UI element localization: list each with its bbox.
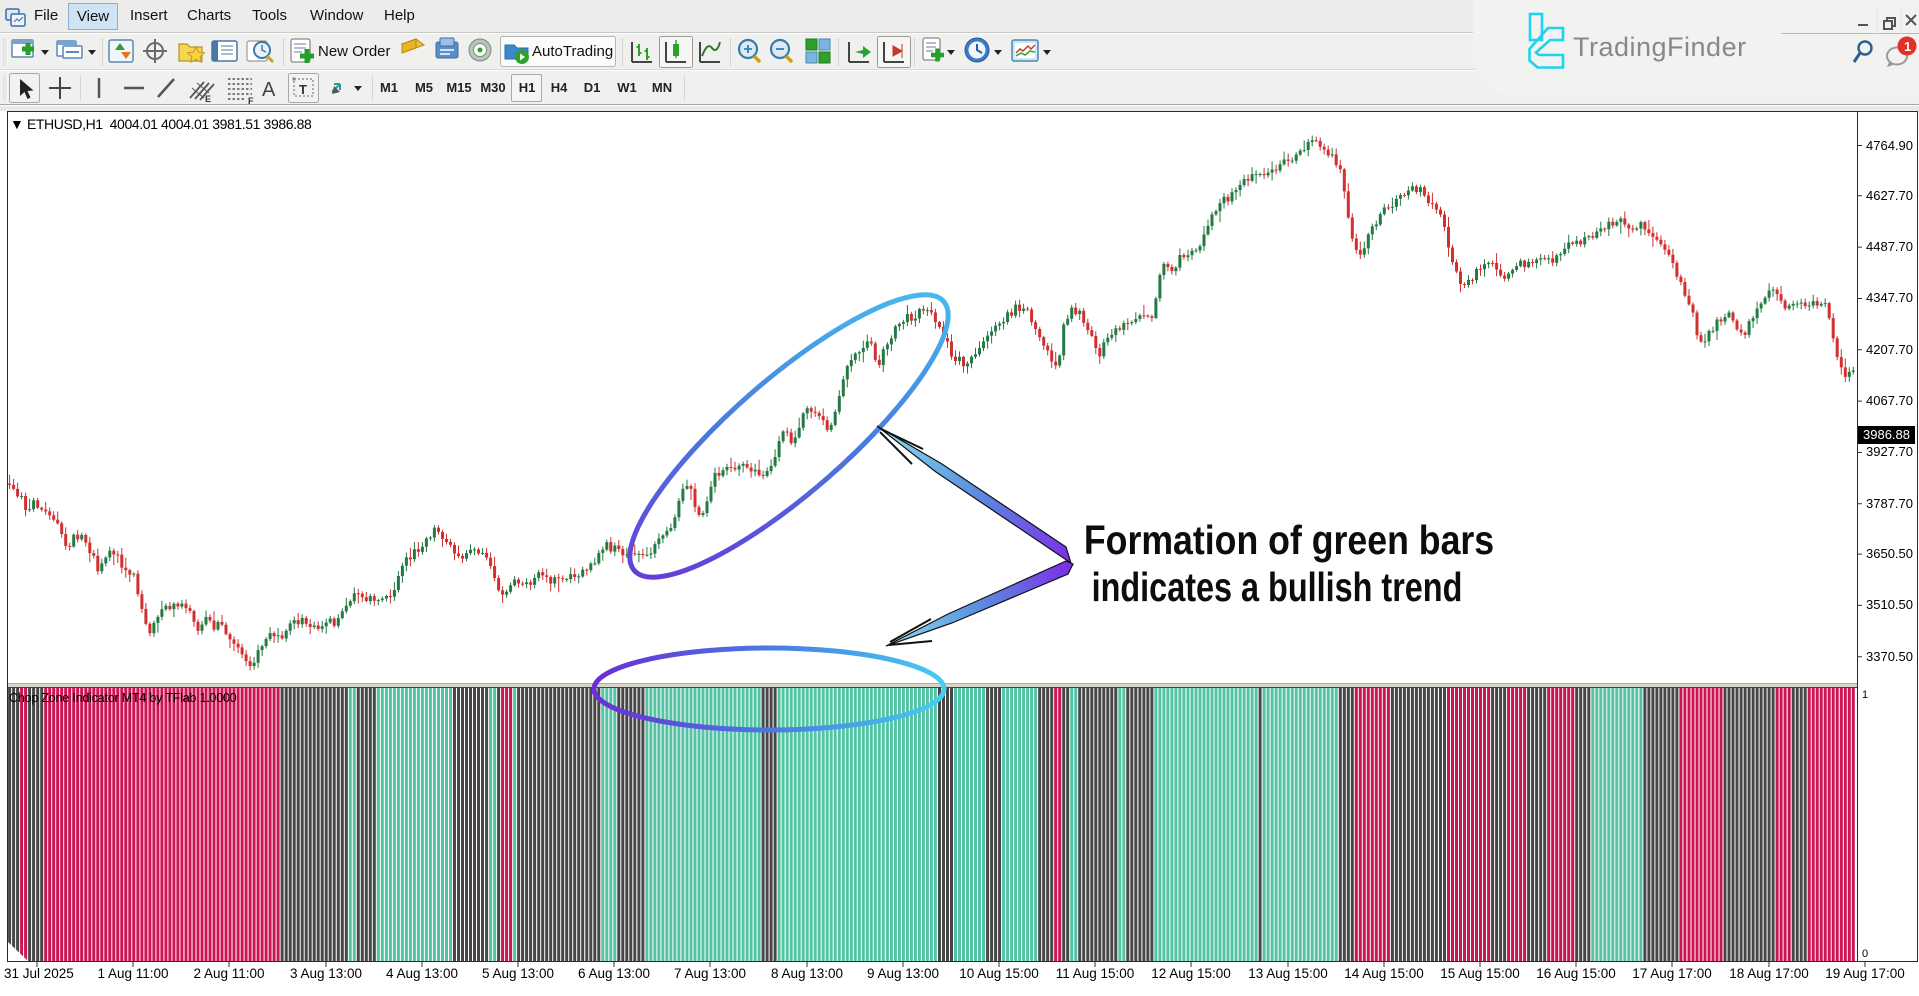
svg-text:F: F xyxy=(248,96,254,106)
svg-text:TradingFinder: TradingFinder xyxy=(1573,32,1747,62)
svg-text:E: E xyxy=(205,94,211,104)
svg-text:T: T xyxy=(299,82,307,97)
svg-text:A: A xyxy=(262,79,276,101)
svg-text:1: 1 xyxy=(1904,39,1911,54)
